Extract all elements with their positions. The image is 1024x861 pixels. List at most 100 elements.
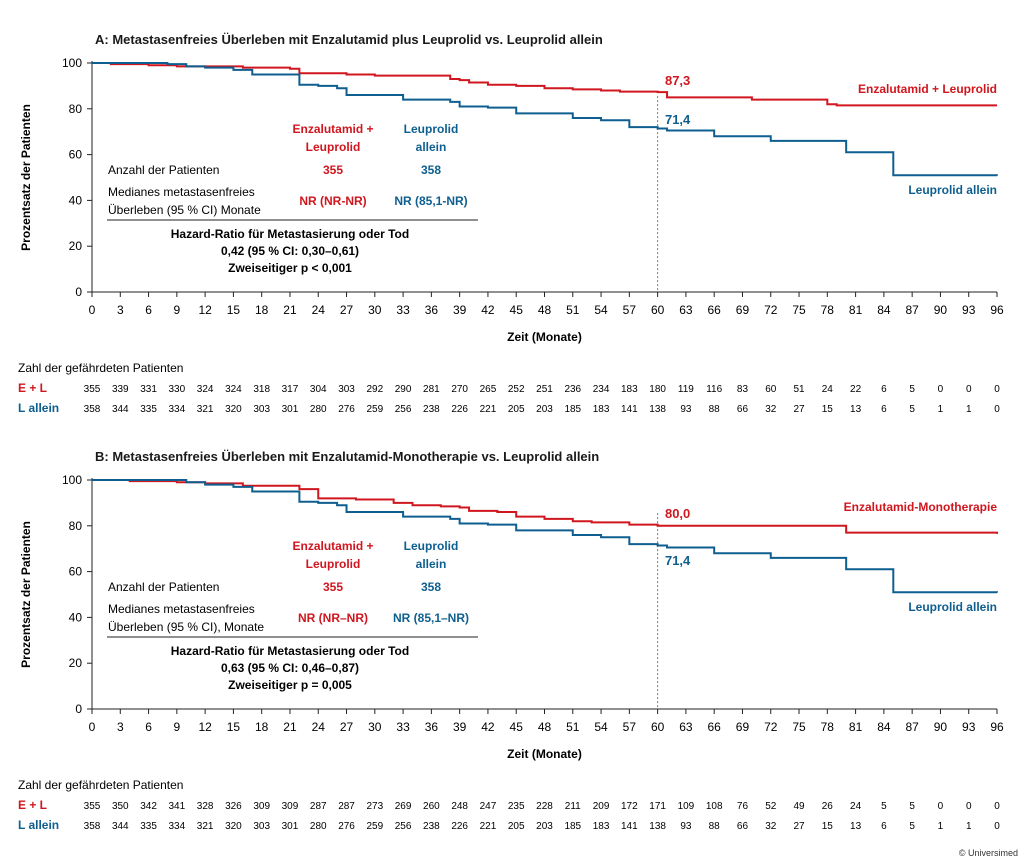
x-tick-label: 60 xyxy=(651,720,665,734)
risk-value: 344 xyxy=(112,404,129,415)
risk-value: 13 xyxy=(850,404,862,415)
x-tick-label: 36 xyxy=(425,303,439,317)
y-tick-label: 0 xyxy=(75,702,82,716)
x-tick-label: 78 xyxy=(821,303,835,317)
risk-value: 228 xyxy=(536,801,553,812)
info-row1-label: Anzahl der Patienten xyxy=(108,580,219,594)
risk-value: 320 xyxy=(225,821,242,832)
risk-value: 119 xyxy=(678,384,694,395)
risk-value: 321 xyxy=(197,404,214,415)
risk-value: 211 xyxy=(565,801,581,812)
risk-value: 320 xyxy=(225,404,242,415)
x-tick-label: 18 xyxy=(255,303,269,317)
risk-value: 1 xyxy=(938,404,944,415)
risk-value: 32 xyxy=(765,404,777,415)
risk-value: 238 xyxy=(423,821,440,832)
info-summary-line: Hazard-Ratio für Metastasierung oder Tod xyxy=(171,227,409,241)
x-tick-label: 84 xyxy=(877,720,891,734)
risk-value: 205 xyxy=(508,404,525,415)
info-row2-label: Medianes metastasenfreies xyxy=(108,185,255,199)
risk-value: 205 xyxy=(508,821,525,832)
risk-value: 303 xyxy=(253,821,270,832)
risk-value: 341 xyxy=(169,801,186,812)
risk-value: 88 xyxy=(709,404,721,415)
y-tick-label: 20 xyxy=(69,656,83,670)
risk-value: 330 xyxy=(169,384,186,395)
legend-label-treatment: Enzalutamid + Leuprolid xyxy=(858,82,997,96)
risk-value: 1 xyxy=(966,821,972,832)
x-tick-label: 93 xyxy=(962,720,976,734)
x-tick-label: 75 xyxy=(792,303,806,317)
series-line-control xyxy=(92,62,998,177)
info-col2-head: Leuprolid xyxy=(404,539,459,553)
series-line-treatment xyxy=(92,479,998,534)
risk-value: 209 xyxy=(593,801,610,812)
x-tick-label: 3 xyxy=(117,303,124,317)
risk-value: 108 xyxy=(706,801,723,812)
x-tick-label: 81 xyxy=(849,303,863,317)
risk-value: 355 xyxy=(84,384,101,395)
info-row2-value: NR (85,1-NR) xyxy=(394,194,467,208)
risk-value: 183 xyxy=(593,821,610,832)
risk-value: 276 xyxy=(338,821,355,832)
legend-label-control: Leuprolid allein xyxy=(908,600,997,614)
x-tick-label: 12 xyxy=(198,303,212,317)
risk-value: 226 xyxy=(451,821,468,832)
y-tick-label: 60 xyxy=(69,148,83,162)
risk-value: 265 xyxy=(480,384,497,395)
risk-value: 290 xyxy=(395,384,412,395)
risk-value: 172 xyxy=(621,801,638,812)
risk-value: 0 xyxy=(994,384,1000,395)
risk-value: 226 xyxy=(451,404,468,415)
info-summary-line: 0,63 (95 % CI: 0,46–0,87) xyxy=(221,661,359,675)
x-tick-label: 45 xyxy=(510,720,524,734)
x-tick-label: 72 xyxy=(764,720,778,734)
x-tick-label: 60 xyxy=(651,303,665,317)
risk-value: 317 xyxy=(282,384,299,395)
y-tick-label: 40 xyxy=(69,610,83,624)
x-tick-label: 57 xyxy=(623,720,637,734)
risk-value: 52 xyxy=(765,801,777,812)
x-tick-label: 15 xyxy=(227,720,241,734)
x-tick-label: 18 xyxy=(255,720,269,734)
x-tick-label: 96 xyxy=(990,720,1004,734)
x-tick-label: 93 xyxy=(962,303,976,317)
risk-value: 0 xyxy=(994,801,1000,812)
risk-value: 252 xyxy=(508,384,525,395)
risk-value: 236 xyxy=(564,384,581,395)
y-tick-label: 100 xyxy=(62,473,82,487)
panel-a: A: Metastasenfreies Überleben mit Enzalu… xyxy=(18,32,1004,415)
info-row1-value: 358 xyxy=(421,580,441,594)
risk-value: 256 xyxy=(395,404,412,415)
x-tick-label: 63 xyxy=(679,720,693,734)
info-summary-line: Zweiseitiger p < 0,001 xyxy=(228,261,352,275)
x-tick-label: 48 xyxy=(538,720,552,734)
y-axis-label: Prozentsatz der Patienten xyxy=(19,521,33,668)
risk-value: 93 xyxy=(680,821,692,832)
risk-value: 138 xyxy=(649,821,666,832)
value-label-control: 71,4 xyxy=(665,553,691,568)
x-tick-label: 96 xyxy=(990,303,1004,317)
x-tick-label: 27 xyxy=(340,303,354,317)
risk-row-label: L allein xyxy=(18,401,59,415)
x-tick-label: 6 xyxy=(145,720,152,734)
x-tick-label: 84 xyxy=(877,303,891,317)
risk-value: 15 xyxy=(822,821,834,832)
info-col1-head: Enzalutamid + xyxy=(292,122,373,136)
risk-value: 183 xyxy=(621,384,638,395)
x-tick-label: 27 xyxy=(340,720,354,734)
risk-value: 183 xyxy=(593,404,610,415)
risk-value: 335 xyxy=(140,821,157,832)
risk-value: 0 xyxy=(938,801,944,812)
y-tick-label: 0 xyxy=(75,285,82,299)
x-tick-label: 63 xyxy=(679,303,693,317)
risk-value: 141 xyxy=(621,821,638,832)
y-tick-label: 100 xyxy=(62,56,82,70)
x-tick-label: 81 xyxy=(849,720,863,734)
risk-value: 5 xyxy=(909,821,915,832)
x-tick-label: 75 xyxy=(792,720,806,734)
x-tick-label: 21 xyxy=(283,303,297,317)
info-row1-value: 355 xyxy=(323,163,343,177)
risk-value: 280 xyxy=(310,821,327,832)
value-label-control: 71,4 xyxy=(665,112,691,127)
